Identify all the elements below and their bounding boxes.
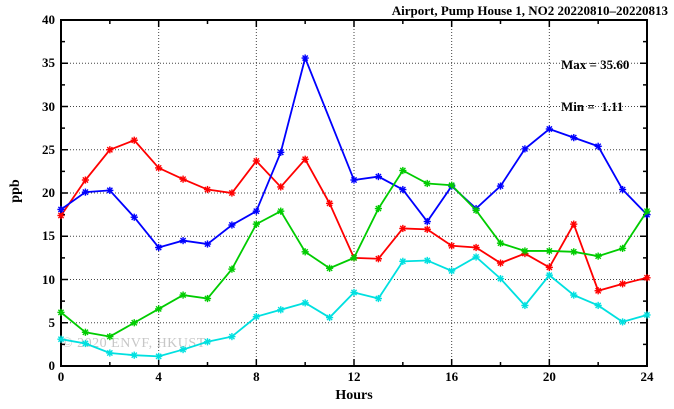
plot-area [57, 19, 651, 367]
max-value: Max = 35.60 [561, 57, 630, 72]
x-tick-label: 24 [640, 369, 654, 384]
y-tick-label: 20 [42, 185, 55, 200]
y-tick-label: 40 [42, 12, 55, 27]
x-tick-label: 16 [445, 369, 459, 384]
y-tick-label: 25 [42, 141, 55, 157]
x-tick-label: 4 [155, 369, 162, 384]
y-tick-label: 5 [48, 314, 56, 330]
y-tick-label: 10 [42, 271, 55, 287]
y-tick-label: 15 [42, 228, 55, 244]
max-min-readout: Max = 35.60 Min = 1.11 [561, 30, 629, 142]
x-tick-label: 12 [347, 369, 361, 384]
min-value: Min = 1.11 [561, 99, 624, 114]
y-tick-label: 30 [42, 98, 55, 114]
x-tick-label: 20 [542, 369, 556, 384]
watermark: © 2020 ENVF, HKUST [62, 336, 206, 351]
x-tick-label: 8 [253, 369, 260, 384]
chart-title: Airport, Pump House 1, NO2 20220810–2022… [391, 3, 668, 18]
x-axis-label: Hours [335, 388, 373, 403]
x-tick-label: 0 [57, 369, 65, 384]
y-tick-label: 0 [48, 358, 56, 373]
y-tick-label: 35 [42, 55, 55, 71]
